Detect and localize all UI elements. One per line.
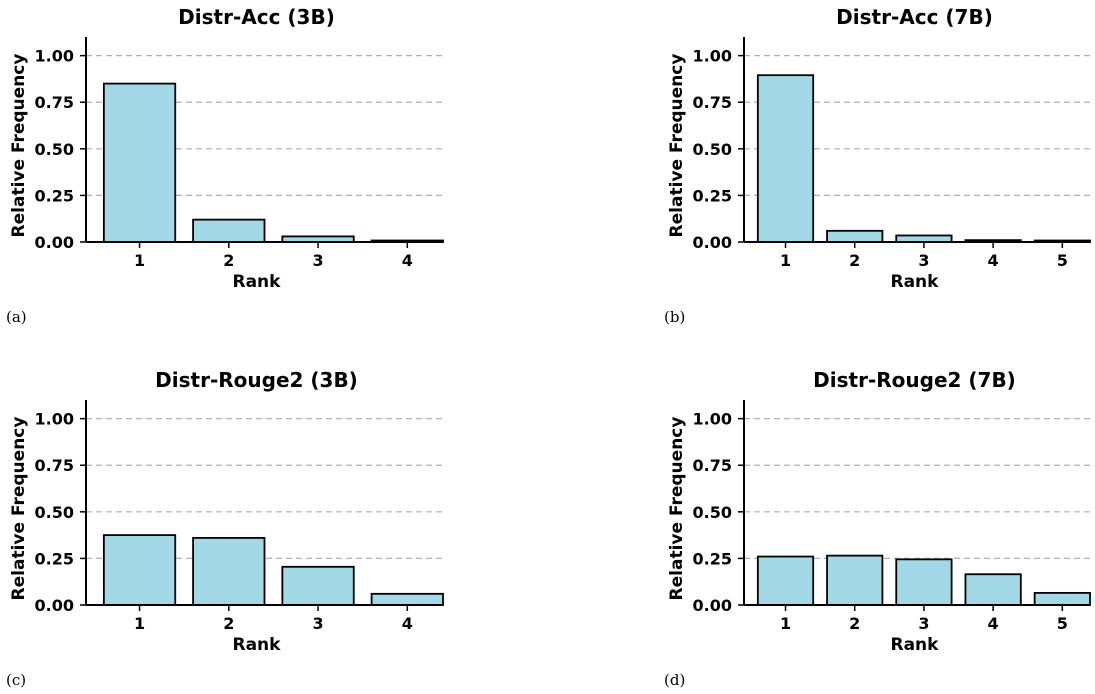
x-tick-label: 2: [223, 251, 234, 270]
x-axis-label: Rank: [891, 272, 940, 292]
bar-rank-3: [895, 558, 953, 606]
bar-rank-5: [1033, 591, 1091, 606]
y-tick-label: 0.25: [35, 186, 74, 205]
bar-rank-1: [756, 74, 815, 243]
y-tick-label: 1.00: [35, 47, 74, 66]
bar-rank-3: [281, 565, 355, 606]
x-tick-label: 1: [134, 614, 145, 633]
y-tick-label: 1.00: [693, 410, 732, 429]
y-tick-label: 0.00: [693, 233, 732, 252]
panel-label-b: (b): [664, 308, 686, 326]
x-axis-label: Rank: [891, 635, 940, 655]
bar-rank-2: [192, 218, 266, 243]
x-tick-label: 1: [134, 251, 145, 270]
y-tick-label: 0.50: [693, 140, 732, 159]
y-axis-label: Relative Frequency: [9, 54, 29, 238]
bar-rank-2: [826, 554, 884, 606]
x-tick-label: 4: [988, 251, 999, 270]
x-tick-label: 5: [1057, 614, 1068, 633]
chart-panel-1: 0.00 0.25 0.50 0.75 1.00 1 2 3 4 Distr-Acc (3B) Ra…: [9, 5, 444, 292]
x-tick-label: 4: [402, 251, 413, 270]
x-tick-label: 2: [849, 614, 860, 633]
bar-rank-1: [756, 555, 815, 606]
panel-label-d: (d): [664, 671, 686, 689]
y-tick-label: 0.75: [693, 93, 732, 112]
bar-rank-2: [192, 537, 266, 606]
bar-rank-4: [964, 573, 1022, 606]
chart-panel-2: 0.00 0.25 0.50 0.75 1.00 1 2 3 4 5 Distr-Acc (7B) R…: [667, 5, 1091, 292]
y-tick-label: 0.75: [693, 456, 732, 475]
y-axis-label: Relative Frequency: [667, 54, 687, 238]
y-axis-label: Relative Frequency: [9, 417, 29, 601]
bar-rank-1: [102, 82, 177, 243]
chart-title: Distr-Rouge2 (3B): [155, 368, 358, 392]
bar-rank-4: [370, 592, 444, 606]
y-tick-label: 0.00: [35, 233, 74, 252]
y-tick-label: 0.50: [35, 140, 74, 159]
chart-title: Distr-Acc (3B): [178, 5, 335, 29]
x-tick-label: 5: [1057, 251, 1068, 270]
y-tick-label: 1.00: [693, 47, 732, 66]
x-tick-label: 3: [312, 251, 323, 270]
x-tick-label: 4: [988, 614, 999, 633]
y-tick-label: 0.00: [693, 596, 732, 615]
x-tick-label: 2: [223, 614, 234, 633]
y-tick-label: 0.75: [35, 456, 74, 475]
x-tick-label: 3: [918, 251, 929, 270]
x-axis-label: Rank: [233, 635, 282, 655]
bar-rank-2: [826, 229, 884, 243]
x-tick-label: 3: [918, 614, 929, 633]
x-axis-label: Rank: [233, 272, 282, 292]
y-tick-label: 0.25: [693, 186, 732, 205]
panel-label-c: (c): [6, 671, 27, 689]
chart-title: Distr-Acc (7B): [836, 5, 993, 29]
x-tick-label: 2: [849, 251, 860, 270]
bar-rank-1: [102, 534, 177, 606]
y-tick-label: 0.00: [35, 596, 74, 615]
x-tick-label: 1: [780, 251, 791, 270]
y-tick-label: 0.50: [35, 503, 74, 522]
chart-panel-4: 0.00 0.25 0.50 0.75 1.00 1 2 3 4 5 Distr-Rouge2 (7…: [667, 368, 1091, 655]
chart-panel-3: 0.00 0.25 0.50 0.75 1.00 1 2 3 4 Distr-Rouge2 (3B…: [9, 368, 444, 655]
y-tick-label: 0.75: [35, 93, 74, 112]
y-tick-label: 0.25: [693, 549, 732, 568]
x-tick-label: 1: [780, 614, 791, 633]
panel-label-a: (a): [6, 308, 27, 326]
y-tick-label: 0.50: [693, 503, 732, 522]
x-tick-label: 4: [402, 614, 413, 633]
y-axis-label: Relative Frequency: [667, 417, 687, 601]
chart-title: Distr-Rouge2 (7B): [813, 368, 1016, 392]
x-tick-label: 3: [312, 614, 323, 633]
y-tick-label: 1.00: [35, 410, 74, 429]
y-tick-label: 0.25: [35, 549, 74, 568]
